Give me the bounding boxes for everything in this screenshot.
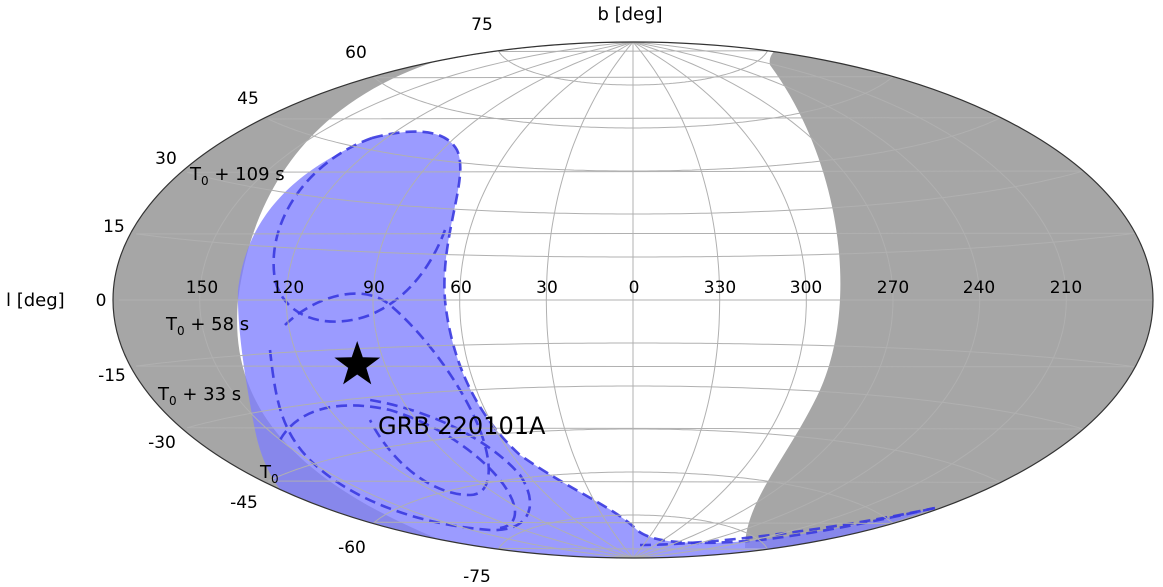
annotation-t0-plus-33s: T0 + 33 s bbox=[157, 384, 241, 408]
lat-tick-label: 75 bbox=[471, 15, 493, 35]
annulus-bottom-edge bbox=[639, 506, 936, 547]
lat-tick-label: -15 bbox=[98, 366, 126, 386]
annotation-t0: T0 bbox=[259, 462, 279, 486]
lon-tick-label: 150 bbox=[186, 278, 218, 298]
lat-tick-label: 60 bbox=[345, 43, 367, 63]
annotation-t0-plus-109s: T0 + 109 s bbox=[189, 164, 285, 188]
occulted-region-left bbox=[113, 42, 480, 555]
lon-tick-label: 120 bbox=[272, 278, 304, 298]
grid-meridian bbox=[632, 42, 1067, 558]
annulus-edge-t0 bbox=[278, 404, 517, 530]
grid-meridian bbox=[632, 42, 721, 558]
lon-tick-label: 330 bbox=[704, 278, 736, 298]
lat-tick-label: 15 bbox=[103, 217, 125, 237]
source-layer bbox=[334, 341, 381, 385]
grid-meridian bbox=[459, 42, 634, 558]
lat-tick-label: -75 bbox=[463, 567, 491, 587]
occulted-region-right bbox=[745, 42, 1153, 548]
lat-tick-label: 30 bbox=[155, 149, 177, 169]
x-axis-title: l [deg] bbox=[6, 290, 65, 311]
grid-meridian bbox=[372, 42, 634, 558]
sky-boundary bbox=[112, 41, 1154, 559]
grid-meridian bbox=[285, 42, 634, 558]
grid-meridian bbox=[545, 42, 634, 558]
annulus-outer-edge bbox=[371, 130, 936, 545]
grid-meridian bbox=[632, 42, 981, 558]
annulus-edge-t0-109 bbox=[272, 136, 447, 323]
lat-tick-label: 45 bbox=[237, 89, 259, 109]
annulus-edge-t0-58 bbox=[284, 292, 491, 497]
annulus-edge-t0-33 bbox=[268, 349, 532, 532]
lon-tick-label: 90 bbox=[363, 278, 385, 298]
grid-meridian bbox=[199, 42, 634, 558]
lat-tick-label: 0 bbox=[96, 291, 107, 311]
lon-tick-label: 0 bbox=[629, 278, 640, 298]
lon-tick-label: 270 bbox=[877, 278, 909, 298]
annotation-t0-plus-58s: T0 + 58 s bbox=[165, 314, 249, 338]
ipn-annulus-region bbox=[237, 131, 935, 558]
lon-tick-label: 60 bbox=[450, 278, 472, 298]
lat-tick-label: -45 bbox=[230, 493, 258, 513]
lat-tick-label: -60 bbox=[338, 538, 366, 558]
lon-tick-label: 300 bbox=[790, 278, 822, 298]
lat-tick-label: -30 bbox=[148, 433, 176, 453]
source-star-marker bbox=[334, 341, 381, 385]
lon-tick-label: 240 bbox=[963, 278, 995, 298]
lon-tick-label: 30 bbox=[536, 278, 558, 298]
source-label: GRB 220101A bbox=[378, 412, 546, 440]
y-axis-title: b [deg] bbox=[597, 4, 662, 25]
lon-tick-label: 210 bbox=[1050, 278, 1082, 298]
grid-meridian bbox=[632, 42, 894, 558]
grid-meridian bbox=[632, 42, 807, 558]
